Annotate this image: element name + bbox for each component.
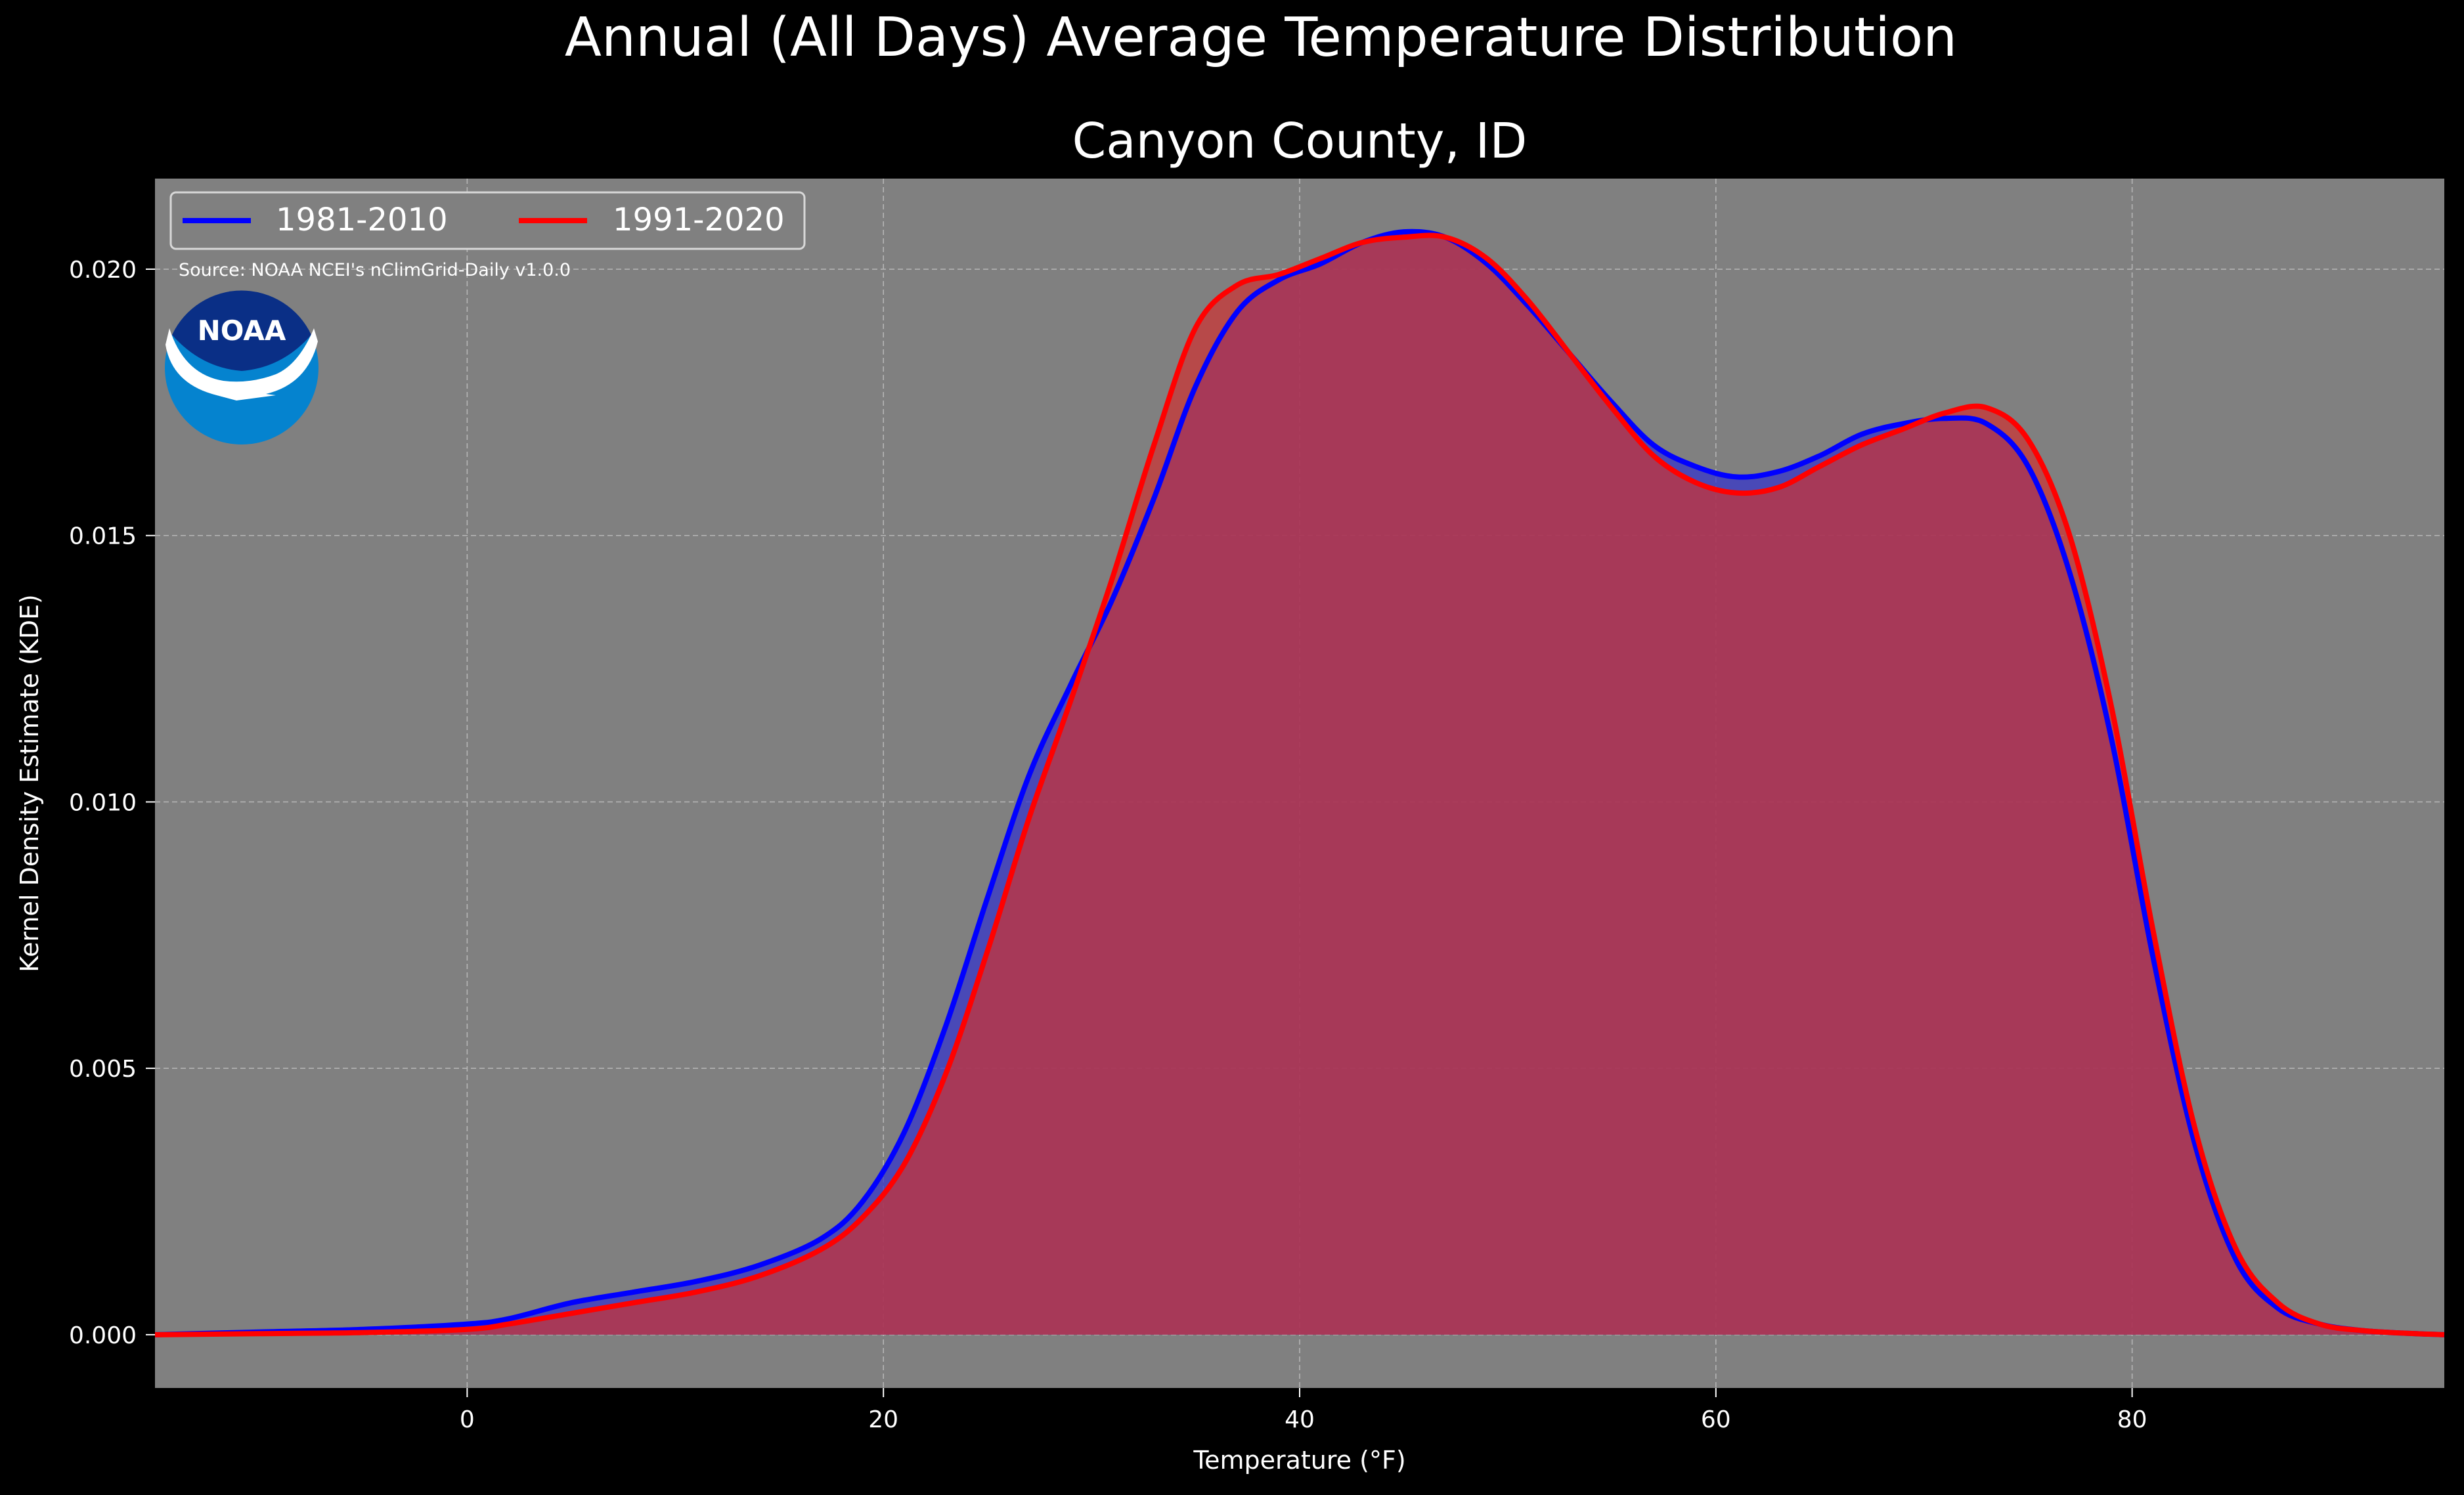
legend-frame [169,191,806,250]
x-tick-label: 20 [868,1406,898,1433]
figure-suptitle: Annual (All Days) Average Temperature Di… [565,7,1957,69]
series-layer [155,228,2444,1337]
kde-fill-1991-2020 [155,235,2444,1335]
logo-top-dark [172,290,311,371]
chart-title: Canyon County, ID [1072,113,1528,169]
x-tick-label: 80 [2117,1406,2147,1433]
legend-label-1991-2020: 1991-2020 [613,202,785,238]
source-note: Source: NOAA NCEI's nClimGrid-Daily v1.0… [179,260,571,280]
noaa-logo: NOAA [165,290,319,444]
y-axis-label: Kernel Density Estimate (KDE) [15,594,44,972]
y-tick-label: 0.015 [69,523,137,550]
legend: 1981-2010 1991-2020 [169,191,806,250]
seagull-icon [165,328,318,401]
x-tick-label: 40 [1285,1406,1315,1433]
y-tick-label: 0.020 [69,257,137,284]
logo-text: NOAA [198,314,286,347]
kde-line-1991-2020 [155,232,2444,1337]
axis-ticks: 0 20 40 60 80 0.000 0.005 0.010 0.015 0.020 [69,257,2147,1433]
x-tick-label: 60 [1701,1406,1731,1433]
x-axis-label-text: Temperature (°F) [1193,1446,1405,1475]
y-tick-label: 0.000 [69,1322,137,1349]
y-tick-label: 0.010 [69,789,137,816]
x-tick-label: 0 [460,1406,475,1433]
x-axis-label: Temperature (°F) [1193,1446,1405,1475]
y-tick-label: 0.005 [69,1056,137,1083]
kde-line-1981-2010 [155,228,2444,1337]
legend-label-1981-2010: 1981-2010 [276,202,448,238]
